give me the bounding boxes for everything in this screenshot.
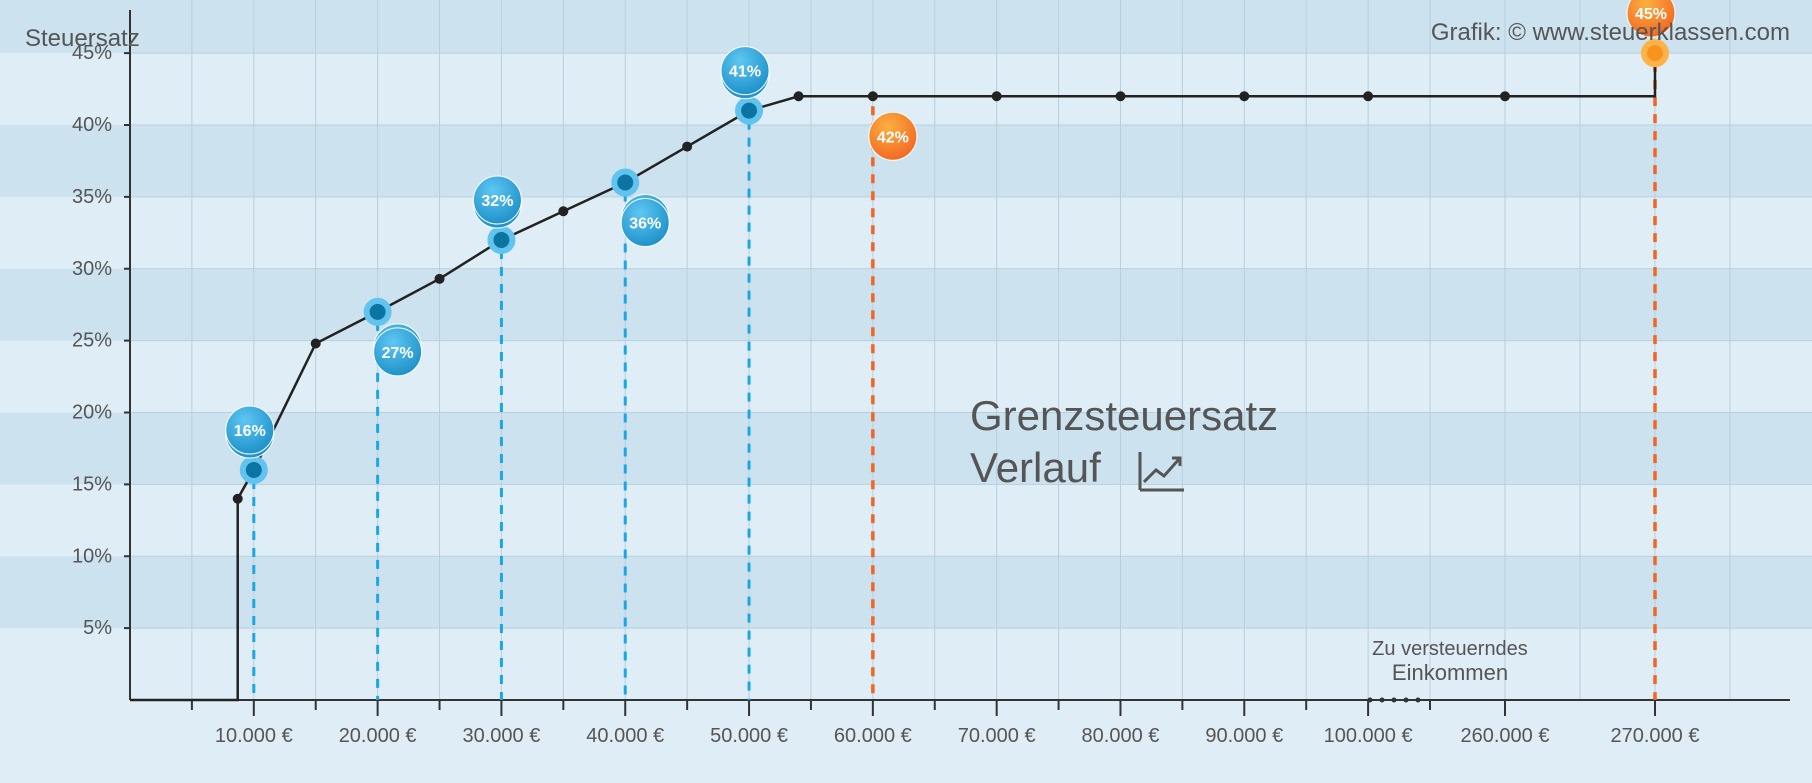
svg-text:5%: 5% (83, 617, 112, 639)
svg-text:Zu versteuerndes: Zu versteuerndes (1372, 638, 1528, 660)
svg-text:20%: 20% (72, 402, 112, 424)
svg-text:27%: 27% (382, 345, 414, 362)
chart-title-line1: Grenzsteuersatz (970, 392, 1278, 439)
svg-text:70.000 €: 70.000 € (958, 725, 1036, 747)
svg-text:20.000 €: 20.000 € (339, 725, 417, 747)
highlight-marker (490, 229, 512, 251)
credit-text: Grafik: © www.steuerklassen.com (1431, 19, 1790, 46)
svg-text:15%: 15% (72, 473, 112, 495)
svg-text:30%: 30% (72, 258, 112, 280)
svg-text:25%: 25% (72, 330, 112, 352)
svg-text:10.000 €: 10.000 € (215, 725, 293, 747)
svg-text:100.000 €: 100.000 € (1324, 725, 1413, 747)
svg-text:Einkommen: Einkommen (1392, 660, 1508, 685)
svg-text:10%: 10% (72, 545, 112, 567)
svg-text:260.000 €: 260.000 € (1461, 725, 1550, 747)
highlight-marker (243, 459, 265, 481)
svg-text:50.000 €: 50.000 € (710, 725, 788, 747)
svg-text:35%: 35% (72, 186, 112, 208)
svg-text:270.000 €: 270.000 € (1611, 725, 1700, 747)
highlight-marker (614, 172, 636, 194)
value-bubble: 36% (620, 199, 669, 247)
svg-text:16%: 16% (234, 423, 266, 440)
svg-text:30.000 €: 30.000 € (462, 725, 540, 747)
svg-text:60.000 €: 60.000 € (834, 725, 912, 747)
svg-text:40%: 40% (72, 114, 112, 136)
svg-text:80.000 €: 80.000 € (1082, 725, 1160, 747)
tax-rate-chart: 5%10%15%20%25%30%35%40%45%Steuersatz10.0… (0, 0, 1812, 783)
value-bubble: 16% (226, 406, 275, 454)
value-bubble: 32% (473, 176, 522, 224)
svg-text:36%: 36% (629, 216, 661, 233)
chart-title-line2: Verlauf (970, 444, 1101, 491)
y-axis-label: Steuersatz (25, 25, 140, 52)
highlight-marker (738, 100, 760, 122)
chart-svg: 5%10%15%20%25%30%35%40%45%Steuersatz10.0… (0, 0, 1812, 783)
svg-text:41%: 41% (729, 64, 761, 81)
value-bubble: 27% (372, 328, 421, 376)
svg-text:40.000 €: 40.000 € (586, 725, 664, 747)
value-bubble: 41% (721, 47, 770, 95)
svg-text:32%: 32% (481, 193, 513, 210)
highlight-marker (367, 301, 389, 323)
value-bubble: 42% (868, 112, 917, 160)
svg-text:90.000 €: 90.000 € (1205, 725, 1283, 747)
svg-text:42%: 42% (877, 129, 909, 146)
